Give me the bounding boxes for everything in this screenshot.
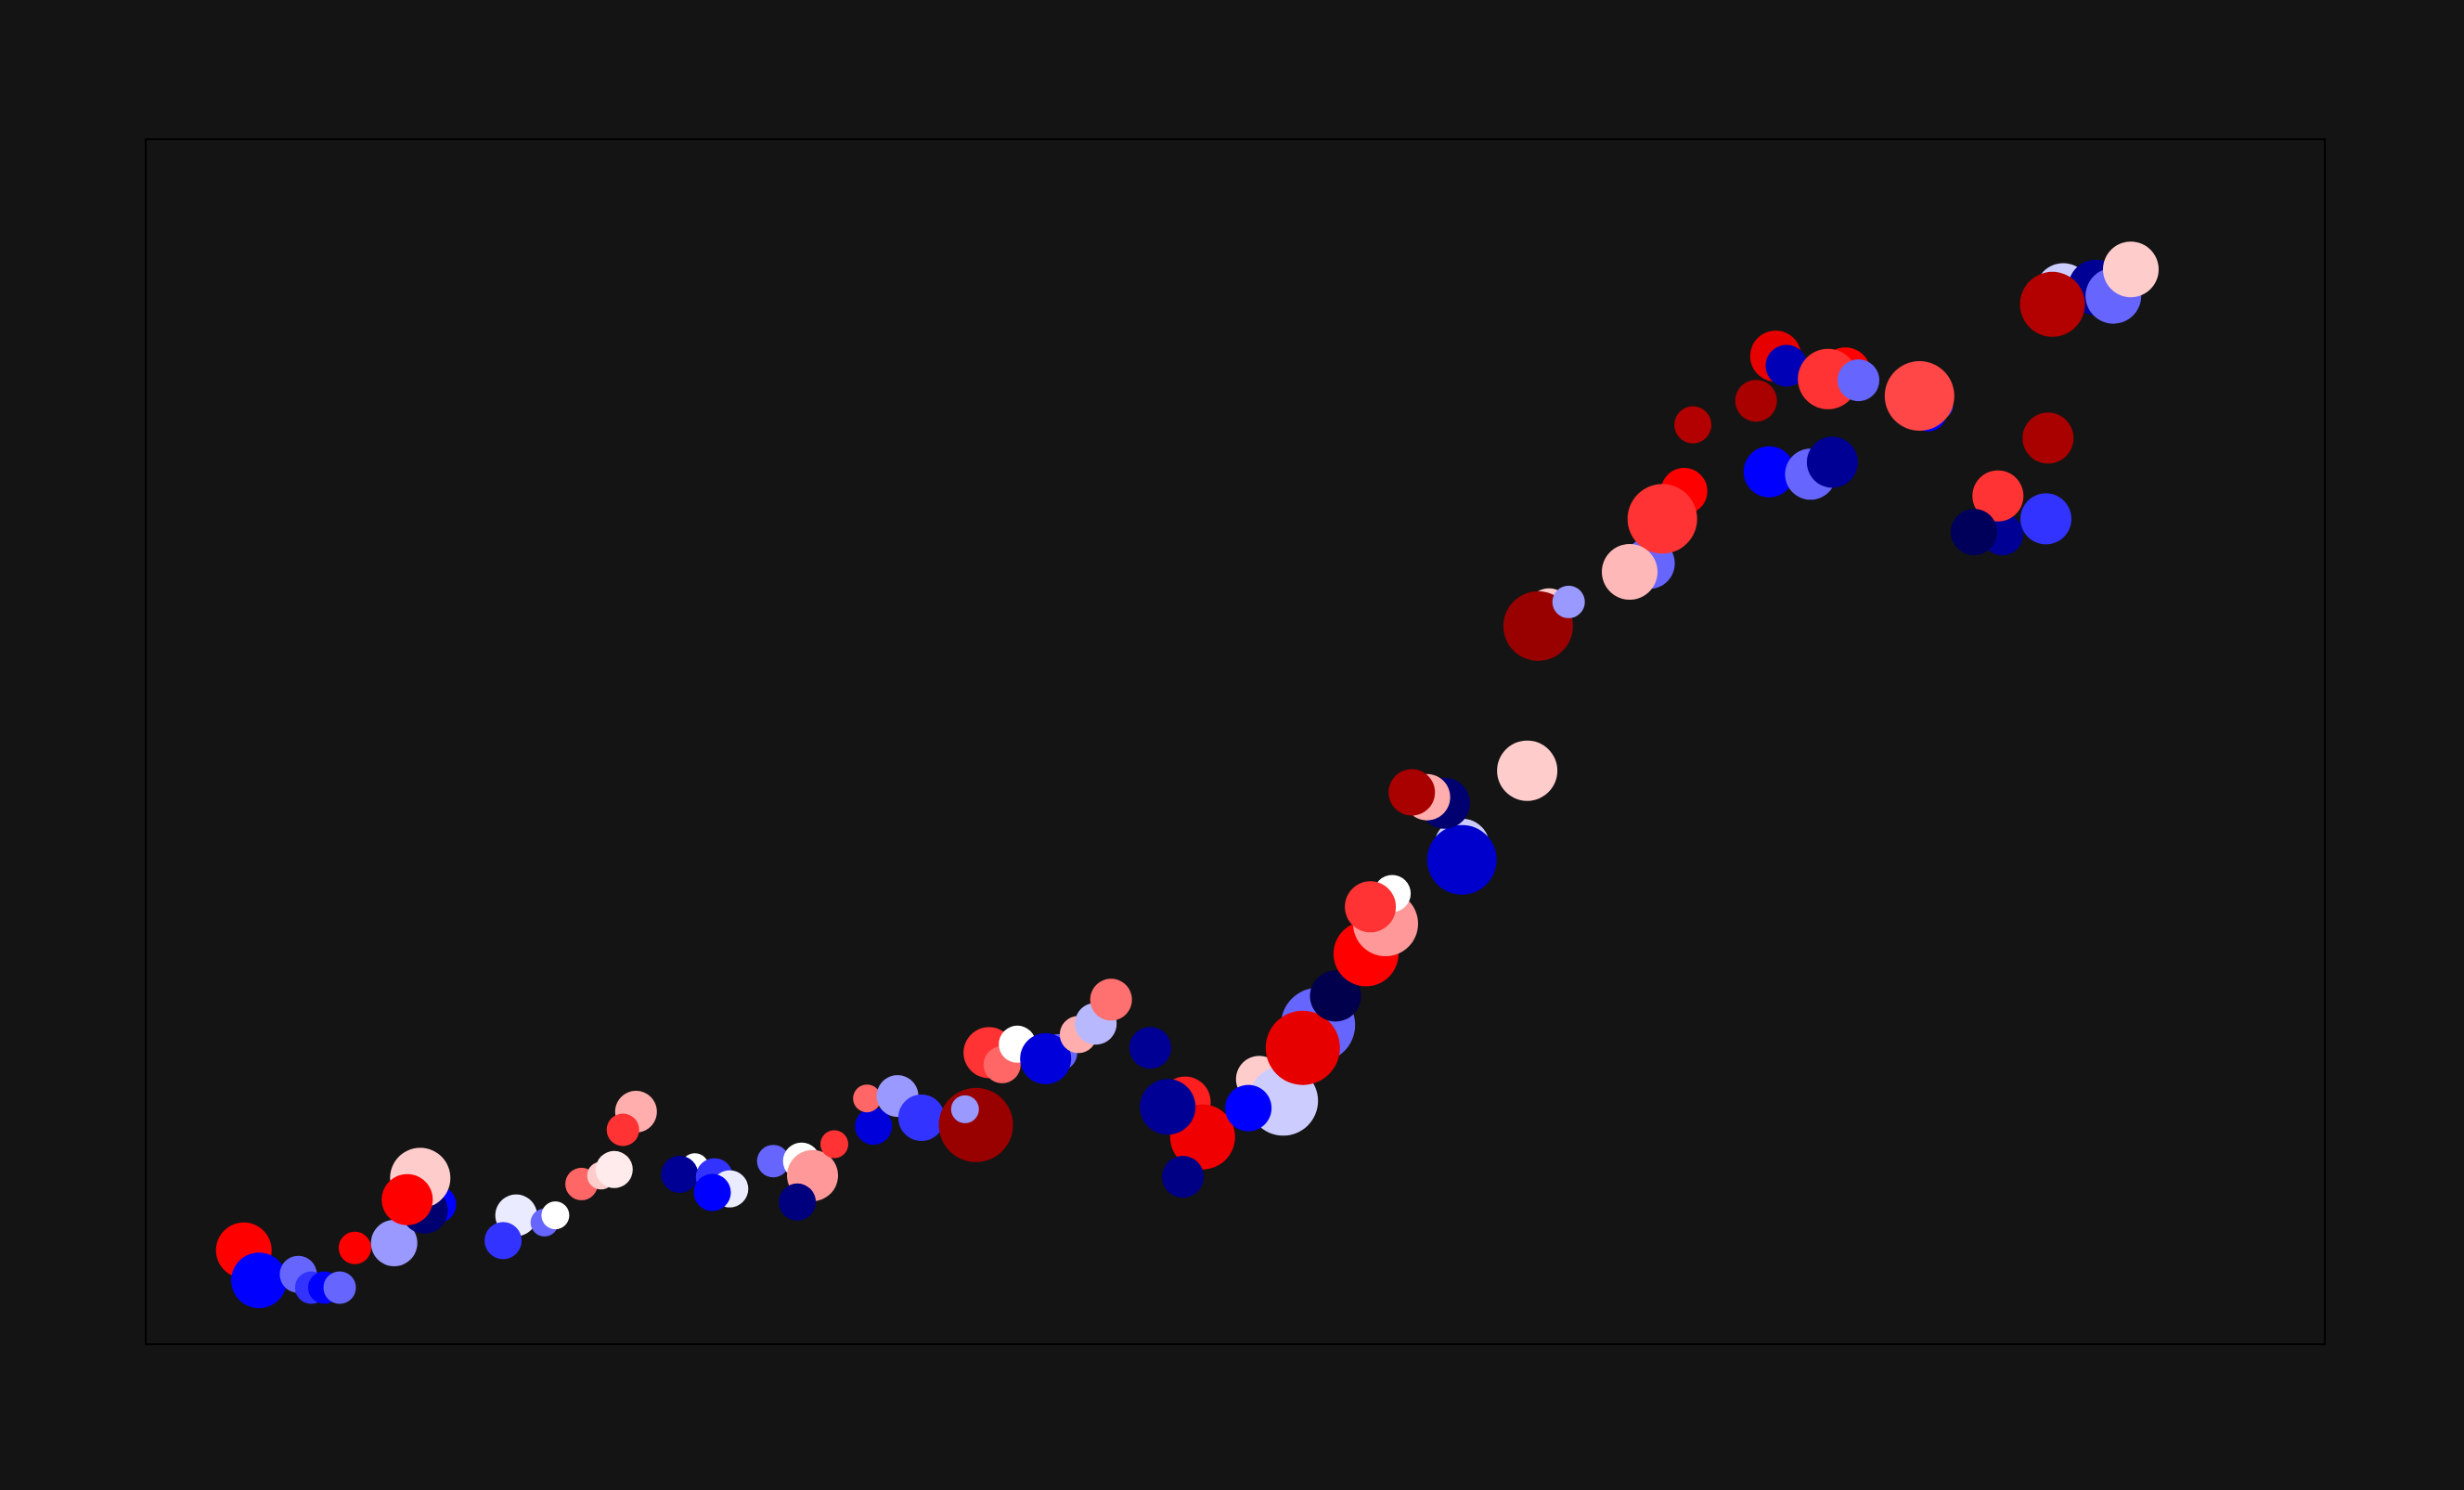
scatter-point [693,1173,731,1211]
scatter-points [215,241,2159,1309]
scatter-point [950,1095,979,1123]
scatter-point [2103,241,2159,298]
scatter-point [2020,493,2071,545]
scatter-point [1020,1032,1072,1084]
scatter-point [370,1220,418,1266]
scatter-point [2019,271,2085,337]
scatter-point [338,1231,371,1264]
scatter-point [1225,1084,1272,1132]
scatter-point [595,1150,633,1188]
scatter-point [1972,470,2024,522]
scatter-point [323,1271,356,1304]
scatter-point [1765,344,1808,387]
scatter-point [1497,740,1558,801]
scatter-point [381,1173,433,1225]
scatter-point [779,1183,817,1221]
scatter-point [1743,446,1795,498]
scatter-point [1388,769,1436,816]
scatter-point [1426,824,1497,895]
scatter-point [1806,436,1858,488]
scatter-point [897,1095,945,1141]
scatter-point [2022,412,2074,464]
scatter-point [1838,359,1879,402]
scatter-point [1140,1079,1196,1135]
scatter-point [855,1108,893,1146]
scatter-point [1552,585,1585,618]
scatter-point [1309,970,1361,1022]
scatter-point [1735,380,1777,422]
scatter-point [756,1145,790,1178]
scatter-point [1265,1010,1340,1085]
scatter-point [541,1201,570,1230]
scatter-point [1627,484,1697,554]
scatter-point [1951,509,1997,556]
scatter-point [1345,881,1397,933]
scatter-point [1884,361,1954,431]
scatter-point [231,1252,288,1309]
scatter-point [1129,1027,1171,1069]
scatter-point [1674,406,1712,444]
scatter-point [1602,544,1658,600]
scatter-point [938,1087,1013,1162]
scatter-point [820,1130,848,1159]
scatter-point [1162,1156,1205,1198]
scatter-point [853,1084,882,1113]
scatter-point [661,1156,699,1193]
scatter-point [606,1113,639,1147]
plot-area [145,138,2326,1345]
scatter-point [484,1222,522,1260]
scatter-point [1090,978,1132,1021]
